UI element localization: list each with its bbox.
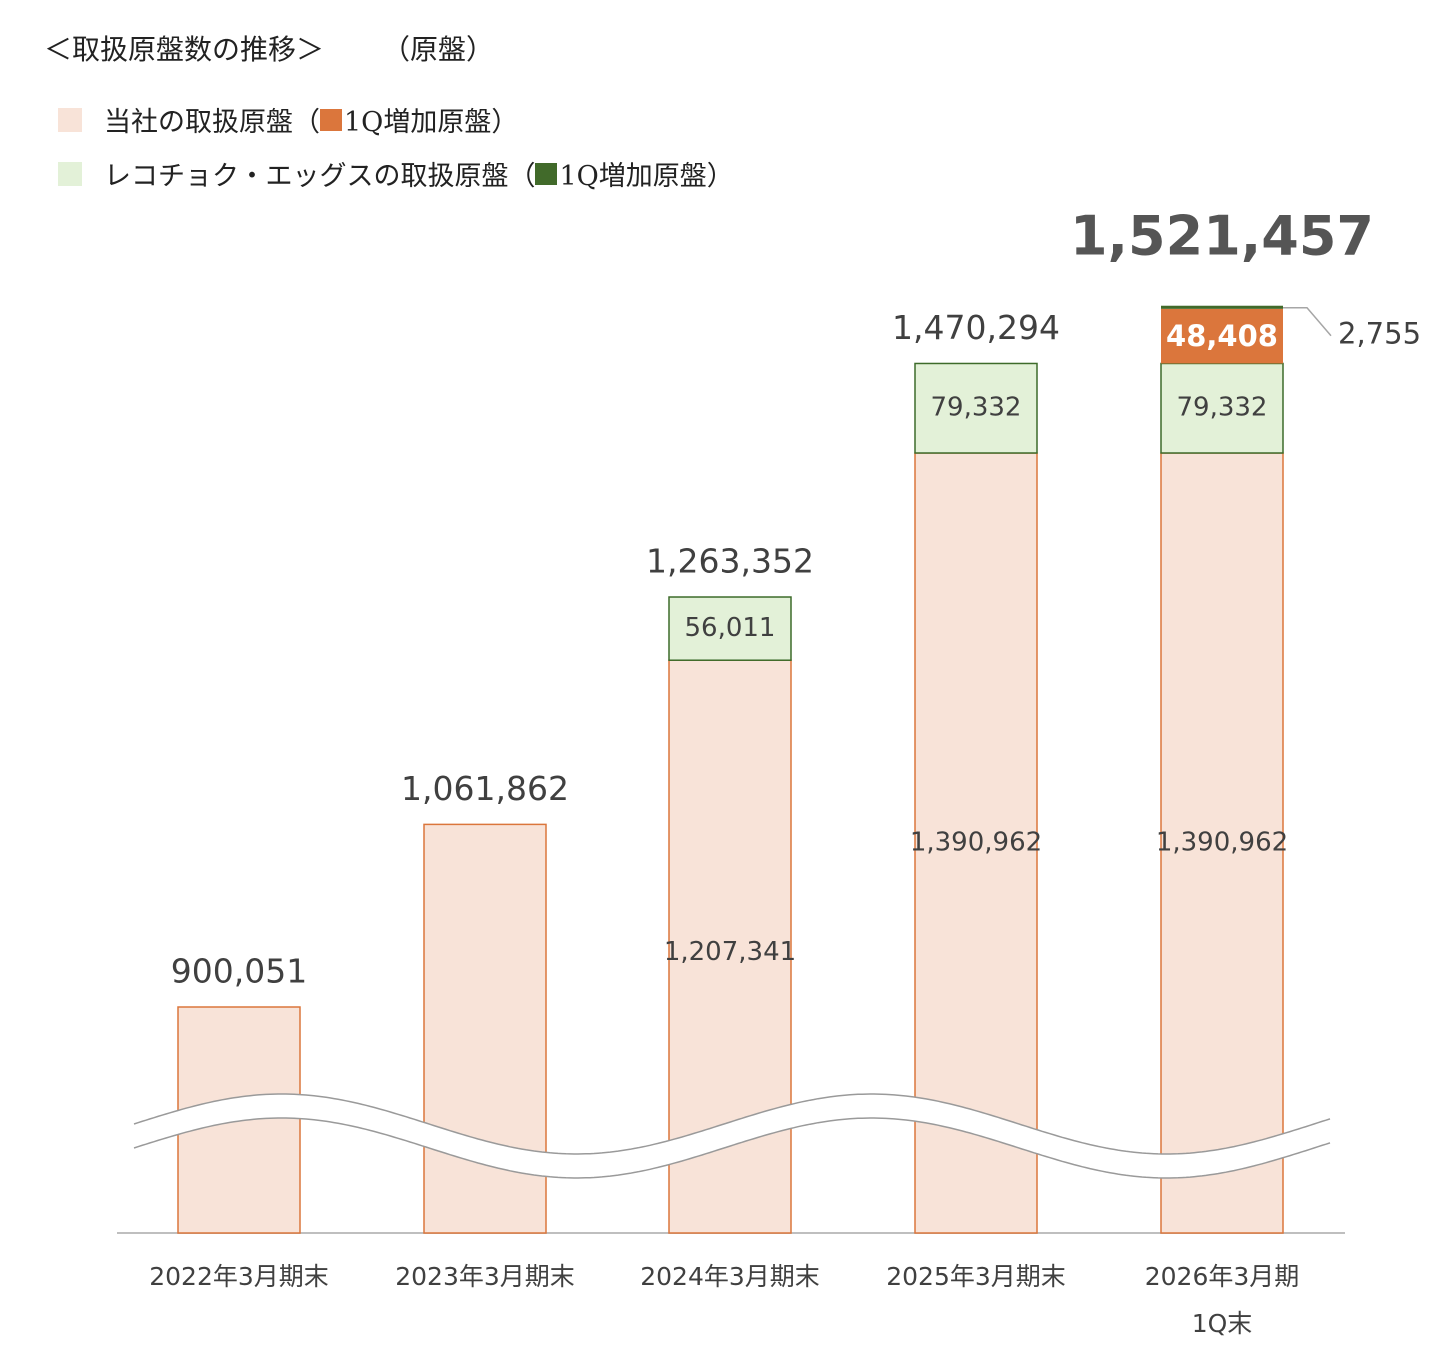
total-label-4: 1,470,294 [892, 308, 1060, 347]
category-label-5-line-1: 2026年3月期 [1145, 1262, 1300, 1291]
category-label-2: 2023年3月期末 [395, 1262, 575, 1291]
segment-label-own-4: 1,390,962 [910, 828, 1042, 858]
segment-label-q1-own: 48,408 [1166, 319, 1278, 353]
bar-segment-3-5 [1161, 308, 1283, 364]
segment-label-own-5: 1,390,962 [1156, 828, 1288, 858]
category-label-4: 2025年3月期末 [886, 1262, 1066, 1291]
bar-segment-1-5 [1160, 452, 1284, 1234]
total-label-2: 1,061,862 [401, 769, 569, 808]
segment-label-egg-4: 79,332 [931, 393, 1022, 423]
category-label-5-line-2: 1Q末 [1192, 1309, 1253, 1338]
callout-line-q1-egg [1283, 306, 1332, 337]
legend-label-own: 当社の取扱原盤（ [104, 107, 320, 138]
chart-title: ＜取扱原盤数の推移＞ （原盤） [44, 28, 494, 68]
axis-break-wave-top [133, 1093, 1331, 1155]
segment-label-q1-egg: 2,755 [1338, 317, 1421, 351]
bar-segment-4-5 [1161, 305, 1283, 309]
bar-segment-2-4 [914, 362, 1038, 454]
category-label-1: 2022年3月期末 [149, 1262, 329, 1291]
segment-label-egg-3: 56,011 [685, 613, 776, 643]
legend-swatch-egg [58, 161, 82, 186]
bar-segment-2-5 [1160, 362, 1284, 454]
segment-label-egg-5: 79,332 [1177, 393, 1268, 423]
bar-segment-2-3 [668, 596, 792, 661]
total-label-1: 900,051 [171, 952, 307, 991]
unit-label: （原盤） [382, 33, 495, 66]
legend-sublabel-egg: 1Q増加原盤） [559, 161, 734, 192]
legend-swatch-own [58, 107, 82, 132]
legend-swatch-own-q1 [320, 108, 342, 131]
legend-swatch-egg-q1 [535, 162, 558, 185]
axis-break-band [134, 1094, 1330, 1178]
legend-sublabel-own: 1Q増加原盤） [344, 107, 519, 138]
legend-item-own: 当社の取扱原盤（ 1Q増加原盤） [58, 100, 518, 139]
axis-break-wave-bottom [133, 1117, 1331, 1179]
legend-item-egg: レコチョク・エッグスの取扱原盤（ 1Q増加原盤） [58, 154, 734, 193]
category-label-3: 2024年3月期末 [640, 1262, 820, 1291]
title-text: ＜取扱原盤数の推移＞ [44, 33, 325, 66]
legend-label-egg: レコチョク・エッグスの取扱原盤（ [104, 161, 536, 192]
total-label-3: 1,263,352 [646, 542, 814, 581]
total-label-5: 1,521,457 [1070, 204, 1374, 267]
segment-label-own-3: 1,207,341 [664, 937, 796, 967]
